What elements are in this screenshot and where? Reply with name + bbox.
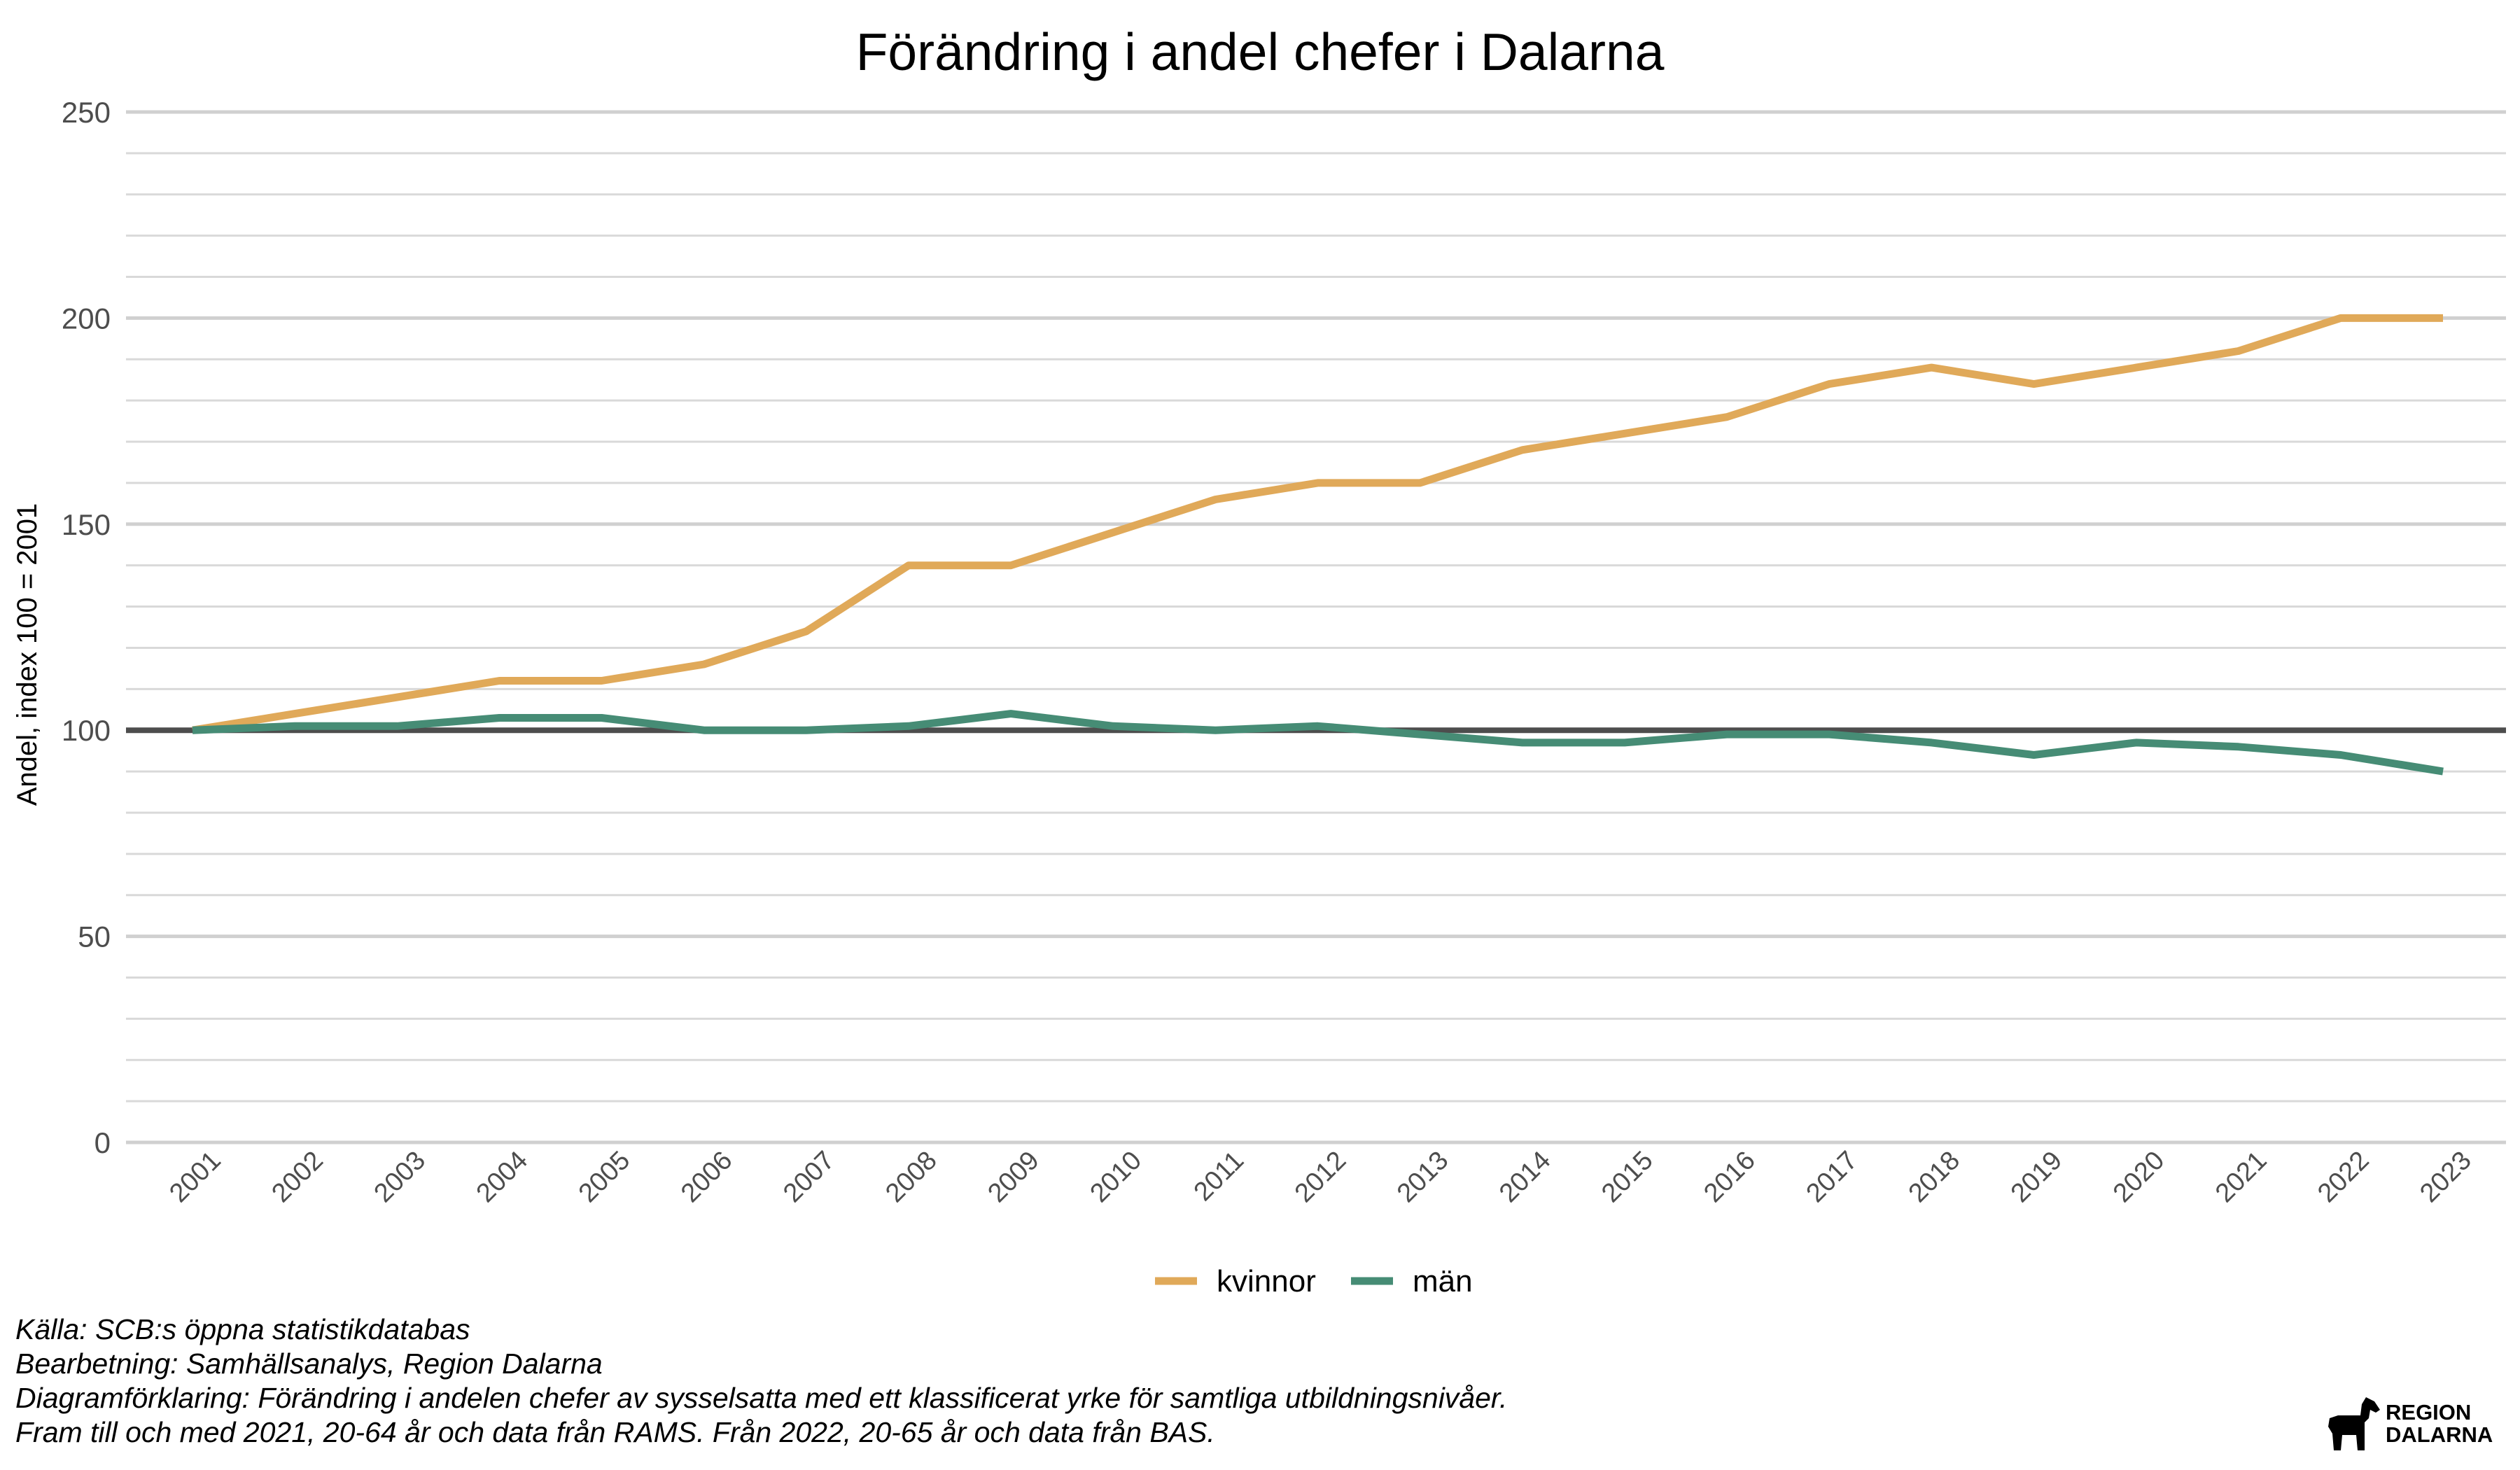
x-tick-label: 2002 bbox=[266, 1146, 328, 1208]
x-tick-label: 2009 bbox=[982, 1146, 1044, 1208]
x-tick-label: 2008 bbox=[880, 1146, 942, 1208]
logo-line-2: DALARNA bbox=[2386, 1422, 2493, 1447]
y-tick-label: 0 bbox=[94, 1126, 111, 1159]
y-tick-label: 100 bbox=[62, 714, 111, 747]
source-caption: Källa: SCB:s öppna statistikdatabas bbox=[15, 1313, 470, 1345]
y-tick-label: 150 bbox=[62, 508, 111, 541]
y-tick-label: 250 bbox=[62, 96, 111, 129]
x-tick-label: 2023 bbox=[2414, 1146, 2477, 1208]
region-dalarna-logo: REGION DALARNA bbox=[2324, 1393, 2507, 1456]
logo-text: REGION DALARNA bbox=[2386, 1401, 2493, 1446]
x-tick-label: 2017 bbox=[1800, 1146, 1863, 1208]
series-lines bbox=[192, 314, 2444, 776]
explanation-caption: Diagramförklaring: Förändring i andelen … bbox=[15, 1382, 1508, 1414]
x-tick-label: 2010 bbox=[1085, 1146, 1147, 1208]
x-tick-label: 2004 bbox=[471, 1146, 533, 1208]
legend: kvinnor män bbox=[1155, 1264, 1473, 1298]
x-tick-label: 2005 bbox=[573, 1146, 636, 1208]
caption-block: Källa: SCB:s öppna statistikdatabas Bear… bbox=[15, 1312, 1507, 1450]
x-tick-label: 2001 bbox=[164, 1146, 226, 1208]
grid bbox=[126, 110, 2506, 1144]
chart-title: Förändring i andel chefer i Dalarna bbox=[856, 22, 1665, 81]
y-tick-label: 50 bbox=[78, 920, 111, 953]
x-tick-label: 2018 bbox=[1903, 1146, 1966, 1208]
legend-label: män bbox=[1413, 1264, 1473, 1298]
x-tick-label: 2015 bbox=[1596, 1146, 1658, 1208]
x-tick-label: 2016 bbox=[1698, 1146, 1760, 1208]
processing-caption: Bearbetning: Samhällsanalys, Region Dala… bbox=[15, 1348, 603, 1380]
x-tick-label: 2003 bbox=[369, 1146, 431, 1208]
x-tick-label: 2021 bbox=[2210, 1146, 2272, 1208]
x-tick-label: 2022 bbox=[2312, 1146, 2374, 1208]
y-axis-ticks: 0 50 100 150 200 250 bbox=[62, 96, 111, 1159]
x-tick-label: 2014 bbox=[1494, 1146, 1556, 1208]
logo-line-1: REGION bbox=[2386, 1400, 2472, 1424]
note-caption: Fram till och med 2021, 20-64 år och dat… bbox=[15, 1416, 1215, 1448]
x-tick-label: 2006 bbox=[676, 1146, 738, 1208]
legend-label: kvinnor bbox=[1217, 1264, 1316, 1298]
x-tick-label: 2007 bbox=[778, 1146, 840, 1208]
dala-horse-icon bbox=[2328, 1397, 2380, 1450]
x-tick-label: 2019 bbox=[2005, 1146, 2068, 1208]
x-tick-label: 2020 bbox=[2108, 1146, 2170, 1208]
x-tick-label: 2011 bbox=[1189, 1146, 1250, 1207]
series-line-1 bbox=[192, 710, 2444, 776]
x-tick-label: 2012 bbox=[1289, 1146, 1352, 1208]
x-axis-ticks: 2001 2002 2003 2004 2005 2006 2007 2008 2009 2010… bbox=[164, 1146, 2477, 1208]
series-line-0 bbox=[192, 314, 2443, 734]
y-axis-label: Andel, index 100 = 2001 bbox=[12, 503, 43, 806]
y-tick-label: 200 bbox=[62, 302, 111, 335]
x-tick-label: 2013 bbox=[1392, 1146, 1454, 1208]
